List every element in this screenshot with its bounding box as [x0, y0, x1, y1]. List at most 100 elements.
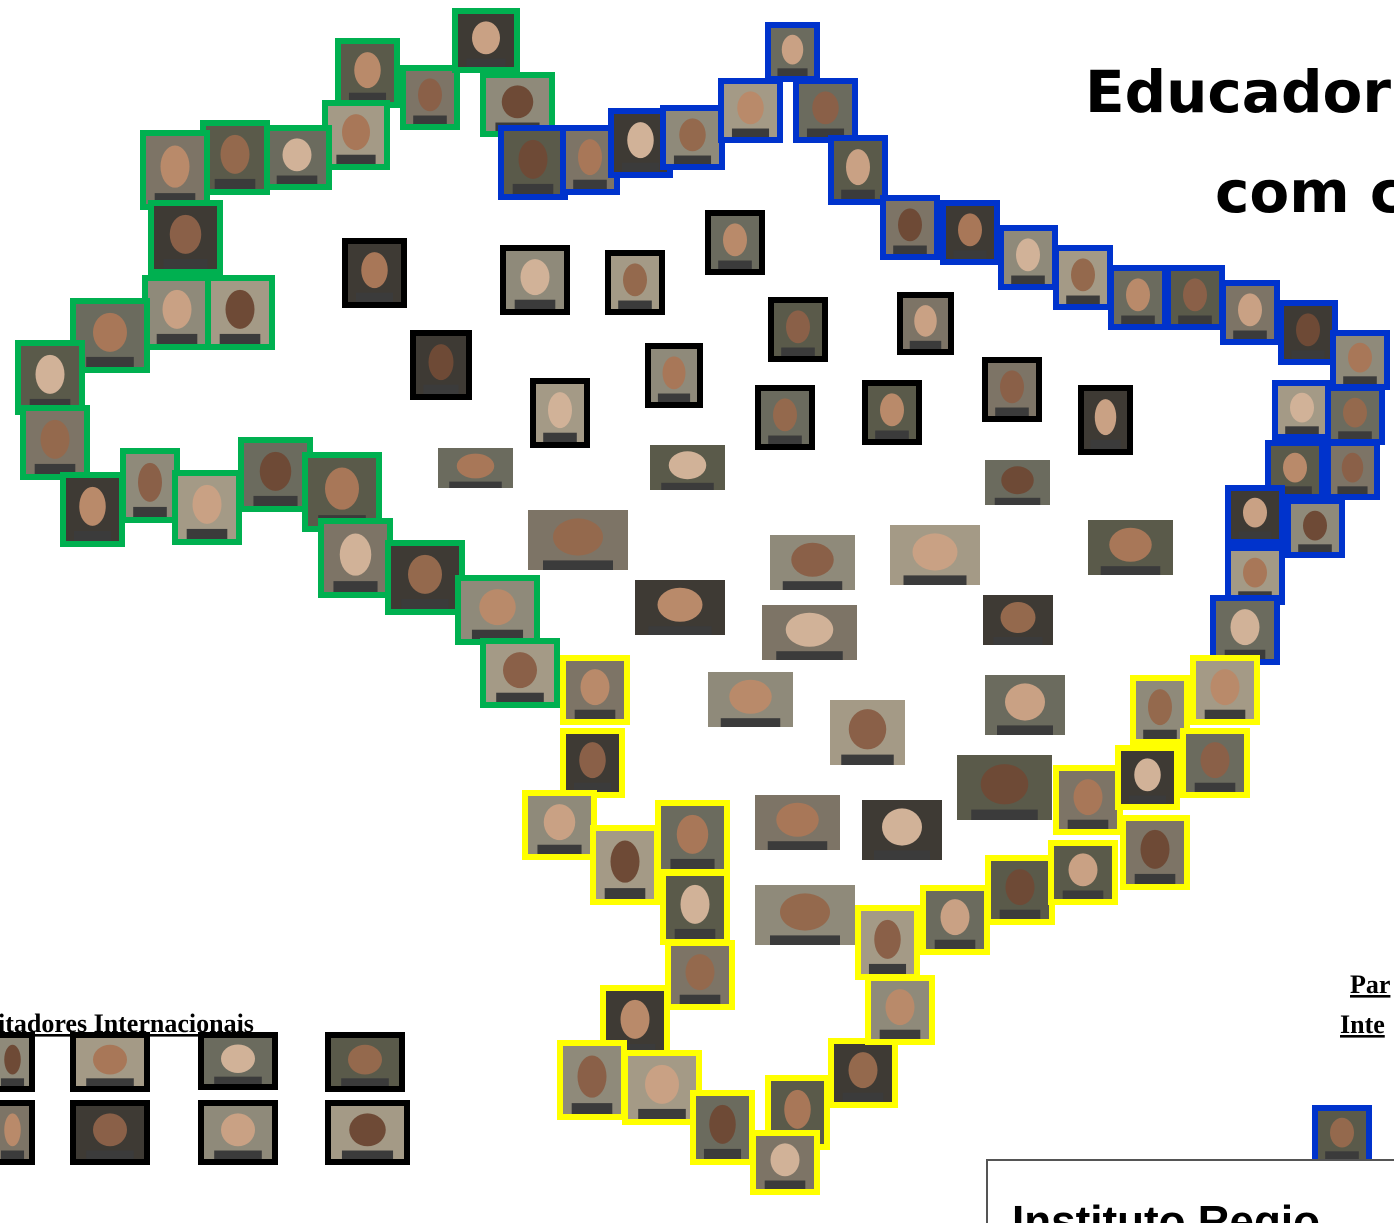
photo-shirt [466, 58, 506, 67]
photo-face [1073, 779, 1103, 816]
photo-shirt [638, 1108, 686, 1119]
photo-shirt [413, 115, 447, 124]
photo-shirt [1067, 819, 1109, 829]
photo-frame [148, 200, 223, 275]
photo-face [685, 954, 715, 991]
photo-frame [705, 210, 765, 275]
photo-frame [855, 905, 920, 980]
photo-face [79, 486, 106, 526]
photo-shirt [0, 1078, 25, 1086]
photo-frame [645, 343, 703, 408]
photo-shirt [333, 581, 378, 592]
photo-shirt [841, 189, 875, 199]
photo-shirt [1278, 486, 1312, 494]
photo-shirt [767, 841, 828, 850]
photo-shirt [1134, 873, 1176, 884]
photo-frame [480, 638, 560, 708]
photo-face [1243, 497, 1267, 528]
photo-face [1148, 689, 1172, 726]
photo-frame [325, 1100, 410, 1165]
photo-shirt [341, 1150, 394, 1159]
photo-shirt [994, 497, 1041, 505]
photo-face [1343, 397, 1367, 428]
photo-face [479, 589, 516, 626]
photo-face [1210, 669, 1240, 706]
photo-shirt [874, 850, 930, 860]
photo-face [472, 21, 500, 55]
photo-frame [400, 65, 460, 130]
photo-face [791, 542, 834, 577]
photo-face [4, 1113, 21, 1147]
photo-frame [0, 1100, 35, 1165]
photo-shirt [999, 909, 1041, 919]
photo-face [548, 392, 572, 429]
photo-face [1134, 758, 1161, 792]
photo-shirt [1238, 531, 1272, 539]
photo-frame [862, 380, 922, 445]
photo-shirt [1224, 649, 1266, 659]
photo-shirt [777, 68, 808, 76]
photo-face [1243, 557, 1267, 588]
photo-frame [880, 195, 940, 260]
photo-face [898, 208, 922, 242]
photo-face [354, 52, 381, 89]
photo-frame [500, 245, 570, 315]
photo-shirt [1062, 890, 1104, 899]
photo-frame [897, 292, 954, 355]
photo-shirt [1325, 1151, 1359, 1159]
photo-shirt [253, 495, 298, 506]
photo-shirt [86, 1078, 134, 1086]
photo-shirt [573, 179, 607, 189]
photo-face [980, 764, 1029, 805]
photo-shirt [1291, 350, 1325, 359]
photo-face [709, 1104, 736, 1144]
photo-face [348, 1044, 382, 1075]
photo-face [1094, 399, 1117, 436]
photo-frame [325, 1032, 405, 1092]
photo-face [1140, 829, 1170, 869]
photo-shirt [496, 692, 544, 702]
photo-face [723, 223, 747, 257]
photo-frame [70, 1100, 150, 1165]
photo-shirt [841, 754, 894, 765]
photo-face [162, 289, 192, 329]
photo-frame [20, 405, 90, 480]
photo-frame [452, 8, 520, 73]
photo-face [1005, 869, 1035, 906]
photo-shirt [1100, 566, 1161, 575]
photo-frame [690, 1090, 755, 1165]
photo-face [885, 989, 915, 1026]
photo-shirt [355, 292, 394, 302]
photo-shirt [648, 626, 712, 635]
photo-face [776, 802, 819, 837]
photo-face [225, 289, 255, 329]
left-caption: itadores Internacionais [0, 1009, 254, 1038]
photo-shirt [618, 300, 652, 309]
photo-face [848, 1052, 878, 1089]
photo-face [1200, 742, 1230, 779]
photo-frame [1190, 655, 1260, 725]
photo-shirt [1143, 729, 1177, 739]
photo-shirt [1337, 486, 1368, 494]
photo-shirt [674, 928, 716, 939]
photo-shirt [903, 575, 967, 585]
photo-frame [665, 940, 735, 1010]
photo-face [325, 467, 359, 510]
photo-frame [198, 1032, 278, 1090]
photo-frame [205, 275, 275, 350]
photo-shirt [573, 782, 612, 792]
photo-face [339, 533, 372, 576]
photo-face [418, 78, 442, 112]
photo-face [503, 652, 537, 689]
photo-frame [530, 378, 590, 448]
photo-face [623, 263, 647, 297]
photo-shirt [953, 250, 987, 259]
photo-face [657, 587, 703, 622]
photo-face [342, 114, 370, 151]
photo-face [518, 139, 548, 179]
photo-face [579, 742, 606, 779]
photo-face [880, 393, 904, 427]
photo-shirt [73, 530, 112, 541]
photo-face [501, 85, 534, 119]
